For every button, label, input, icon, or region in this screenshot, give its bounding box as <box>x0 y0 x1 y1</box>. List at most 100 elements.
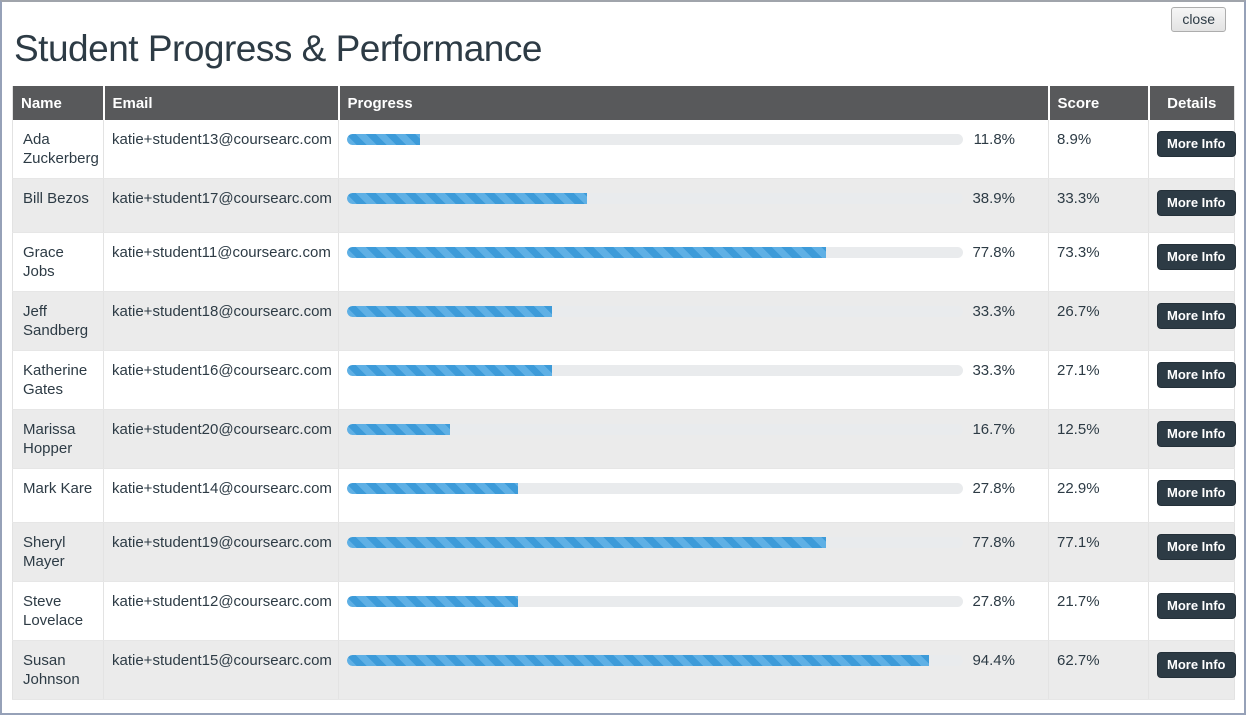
header-progress: Progress <box>338 86 1050 120</box>
more-info-button[interactable]: More Info <box>1157 652 1236 678</box>
progress-cell: 27.8% <box>338 468 1049 523</box>
progress-cell: 38.9% <box>338 178 1049 233</box>
details-cell: More Info <box>1148 178 1236 233</box>
header-score: Score <box>1048 86 1150 120</box>
more-info-button[interactable]: More Info <box>1157 362 1236 388</box>
header-details: Details <box>1148 86 1235 120</box>
student-email-cell: katie+student11@coursearc.com <box>103 232 339 292</box>
progress-bar-fill <box>347 537 827 548</box>
table-row: Mark Kare katie+student14@coursearc.com … <box>12 468 1236 523</box>
more-info-button[interactable]: More Info <box>1157 303 1236 329</box>
progress-bar-track <box>347 655 963 666</box>
progress-cell: 11.8% <box>338 120 1049 179</box>
more-info-button[interactable]: More Info <box>1157 421 1236 447</box>
progress-bar-fill <box>347 424 450 435</box>
progress-bar-fill <box>347 596 519 607</box>
score-cell: 77.1% <box>1048 522 1149 582</box>
more-info-button[interactable]: More Info <box>1157 190 1236 216</box>
details-cell: More Info <box>1148 522 1236 582</box>
student-name-cell: Mark Kare <box>12 468 104 523</box>
progress-bar-fill <box>347 247 827 258</box>
page-title: Student Progress & Performance <box>14 28 542 69</box>
score-cell: 33.3% <box>1048 178 1149 233</box>
progress-cell: 33.3% <box>338 291 1049 351</box>
table-row: Steve Lovelace katie+student12@coursearc… <box>12 581 1236 641</box>
progress-bar: 16.7% <box>347 420 1040 439</box>
more-info-button[interactable]: More Info <box>1157 534 1236 560</box>
progress-cell: 77.8% <box>338 232 1049 292</box>
score-cell: 8.9% <box>1048 120 1149 179</box>
progress-bar-track <box>347 306 963 317</box>
progress-percent-label: 33.3% <box>972 303 1015 320</box>
student-name-cell: Sheryl Mayer <box>12 522 104 582</box>
progress-bar: 33.3% <box>347 302 1040 321</box>
progress-percent-label: 27.8% <box>972 480 1015 497</box>
table-row: Grace Jobs katie+student11@coursearc.com… <box>12 232 1236 292</box>
progress-bar-track <box>347 596 963 607</box>
details-cell: More Info <box>1148 468 1236 523</box>
table-row: Susan Johnson katie+student15@coursearc.… <box>12 640 1236 700</box>
student-name-cell: Ada Zuckerberg <box>12 120 104 179</box>
progress-bar-fill <box>347 655 929 666</box>
progress-bar: 11.8% <box>347 130 1040 149</box>
details-cell: More Info <box>1148 409 1236 469</box>
more-info-button[interactable]: More Info <box>1157 244 1236 270</box>
progress-bar-fill <box>347 193 587 204</box>
progress-bar-fill <box>347 365 553 376</box>
student-email-cell: katie+student12@coursearc.com <box>103 581 339 641</box>
progress-bar: 27.8% <box>347 479 1040 498</box>
table-row: Sheryl Mayer katie+student19@coursearc.c… <box>12 522 1236 582</box>
progress-bar: 38.9% <box>347 189 1040 208</box>
progress-bar-track <box>347 537 963 548</box>
student-name-cell: Jeff Sandberg <box>12 291 104 351</box>
progress-bar: 33.3% <box>347 361 1040 380</box>
progress-cell: 16.7% <box>338 409 1049 469</box>
student-name-cell: Katherine Gates <box>12 350 104 410</box>
progress-cell: 27.8% <box>338 581 1049 641</box>
details-cell: More Info <box>1148 120 1236 179</box>
student-name-cell: Steve Lovelace <box>12 581 104 641</box>
progress-percent-label: 27.8% <box>972 593 1015 610</box>
student-name-cell: Marissa Hopper <box>12 409 104 469</box>
more-info-button[interactable]: More Info <box>1157 593 1236 619</box>
table-body: Ada Zuckerberg katie+student13@coursearc… <box>12 120 1236 700</box>
student-email-cell: katie+student13@coursearc.com <box>103 120 339 179</box>
more-info-button[interactable]: More Info <box>1157 480 1236 506</box>
progress-bar-track <box>347 424 963 435</box>
student-email-cell: katie+student20@coursearc.com <box>103 409 339 469</box>
details-cell: More Info <box>1148 232 1236 292</box>
progress-bar-track <box>347 193 963 204</box>
progress-percent-label: 33.3% <box>972 362 1015 379</box>
progress-percent-label: 77.8% <box>972 534 1015 551</box>
student-email-cell: katie+student14@coursearc.com <box>103 468 339 523</box>
details-cell: More Info <box>1148 581 1236 641</box>
student-email-cell: katie+student18@coursearc.com <box>103 291 339 351</box>
progress-bar-track <box>347 365 963 376</box>
score-cell: 73.3% <box>1048 232 1149 292</box>
student-email-cell: katie+student16@coursearc.com <box>103 350 339 410</box>
progress-bar: 94.4% <box>347 651 1040 670</box>
close-button[interactable]: close <box>1171 7 1226 32</box>
progress-bar-fill <box>347 483 519 494</box>
progress-percent-label: 94.4% <box>972 652 1015 669</box>
progress-percent-label: 77.8% <box>972 244 1015 261</box>
header-name: Name <box>12 86 105 120</box>
table-row: Bill Bezos katie+student17@coursearc.com… <box>12 178 1236 233</box>
table-row: Marissa Hopper katie+student20@coursearc… <box>12 409 1236 469</box>
progress-percent-label: 16.7% <box>972 421 1015 438</box>
details-cell: More Info <box>1148 350 1236 410</box>
progress-cell: 77.8% <box>338 522 1049 582</box>
score-cell: 27.1% <box>1048 350 1149 410</box>
progress-bar: 77.8% <box>347 243 1040 262</box>
progress-bar: 77.8% <box>347 533 1040 552</box>
table-header: Name Email Progress Score Details <box>12 86 1235 120</box>
progress-cell: 94.4% <box>338 640 1049 700</box>
score-cell: 22.9% <box>1048 468 1149 523</box>
more-info-button[interactable]: More Info <box>1157 131 1236 157</box>
progress-percent-label: 11.8% <box>973 131 1015 148</box>
progress-cell: 33.3% <box>338 350 1049 410</box>
score-cell: 62.7% <box>1048 640 1149 700</box>
progress-percent-label: 38.9% <box>972 190 1015 207</box>
score-cell: 26.7% <box>1048 291 1149 351</box>
